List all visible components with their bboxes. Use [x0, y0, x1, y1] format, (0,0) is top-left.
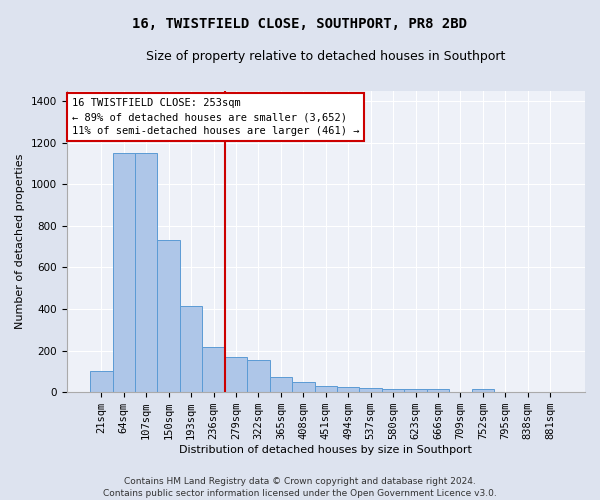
Bar: [314, 386, 337, 392]
Bar: [359, 388, 382, 392]
Bar: [382, 389, 404, 392]
Bar: [157, 240, 180, 392]
Bar: [472, 389, 494, 392]
Bar: [292, 382, 314, 392]
Text: 16, TWISTFIELD CLOSE, SOUTHPORT, PR8 2BD: 16, TWISTFIELD CLOSE, SOUTHPORT, PR8 2BD: [133, 18, 467, 32]
Y-axis label: Number of detached properties: Number of detached properties: [15, 154, 25, 329]
Bar: [247, 360, 269, 392]
Text: 16 TWISTFIELD CLOSE: 253sqm
← 89% of detached houses are smaller (3,652)
11% of : 16 TWISTFIELD CLOSE: 253sqm ← 89% of det…: [72, 98, 359, 136]
Bar: [404, 389, 427, 392]
Bar: [427, 389, 449, 392]
X-axis label: Distribution of detached houses by size in Southport: Distribution of detached houses by size …: [179, 445, 472, 455]
Title: Size of property relative to detached houses in Southport: Size of property relative to detached ho…: [146, 50, 505, 63]
Bar: [337, 387, 359, 392]
Bar: [269, 376, 292, 392]
Bar: [225, 357, 247, 392]
Text: Contains HM Land Registry data © Crown copyright and database right 2024.
Contai: Contains HM Land Registry data © Crown c…: [103, 476, 497, 498]
Bar: [180, 306, 202, 392]
Bar: [113, 153, 135, 392]
Bar: [90, 372, 113, 392]
Bar: [202, 348, 225, 392]
Bar: [135, 153, 157, 392]
